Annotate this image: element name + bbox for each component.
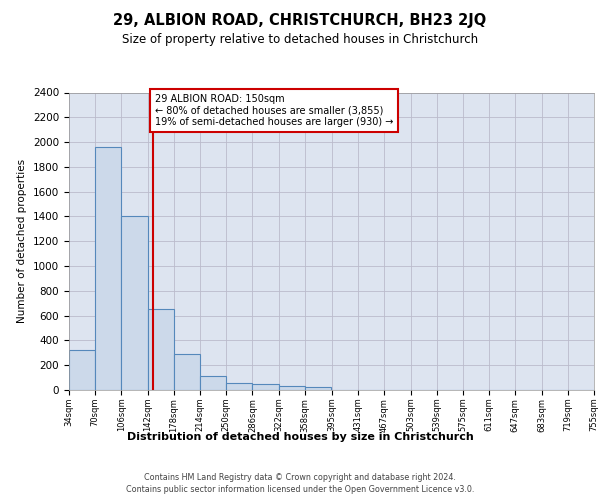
Text: Distribution of detached houses by size in Christchurch: Distribution of detached houses by size … [127,432,473,442]
Text: 29 ALBION ROAD: 150sqm
← 80% of detached houses are smaller (3,855)
19% of semi-: 29 ALBION ROAD: 150sqm ← 80% of detached… [155,94,393,127]
Text: Contains HM Land Registry data © Crown copyright and database right 2024.: Contains HM Land Registry data © Crown c… [144,472,456,482]
Bar [69,350,95,390]
Bar [174,354,200,390]
Bar [253,384,279,390]
Bar [305,387,331,390]
Bar [200,376,226,390]
Bar [226,383,253,390]
Text: Size of property relative to detached houses in Christchurch: Size of property relative to detached ho… [122,32,478,46]
Bar [279,386,305,390]
Text: Contains public sector information licensed under the Open Government Licence v3: Contains public sector information licen… [126,485,474,494]
Y-axis label: Number of detached properties: Number of detached properties [17,159,28,324]
Text: 29, ALBION ROAD, CHRISTCHURCH, BH23 2JQ: 29, ALBION ROAD, CHRISTCHURCH, BH23 2JQ [113,12,487,28]
Bar [95,147,121,390]
Bar [121,216,148,390]
Bar [148,310,174,390]
